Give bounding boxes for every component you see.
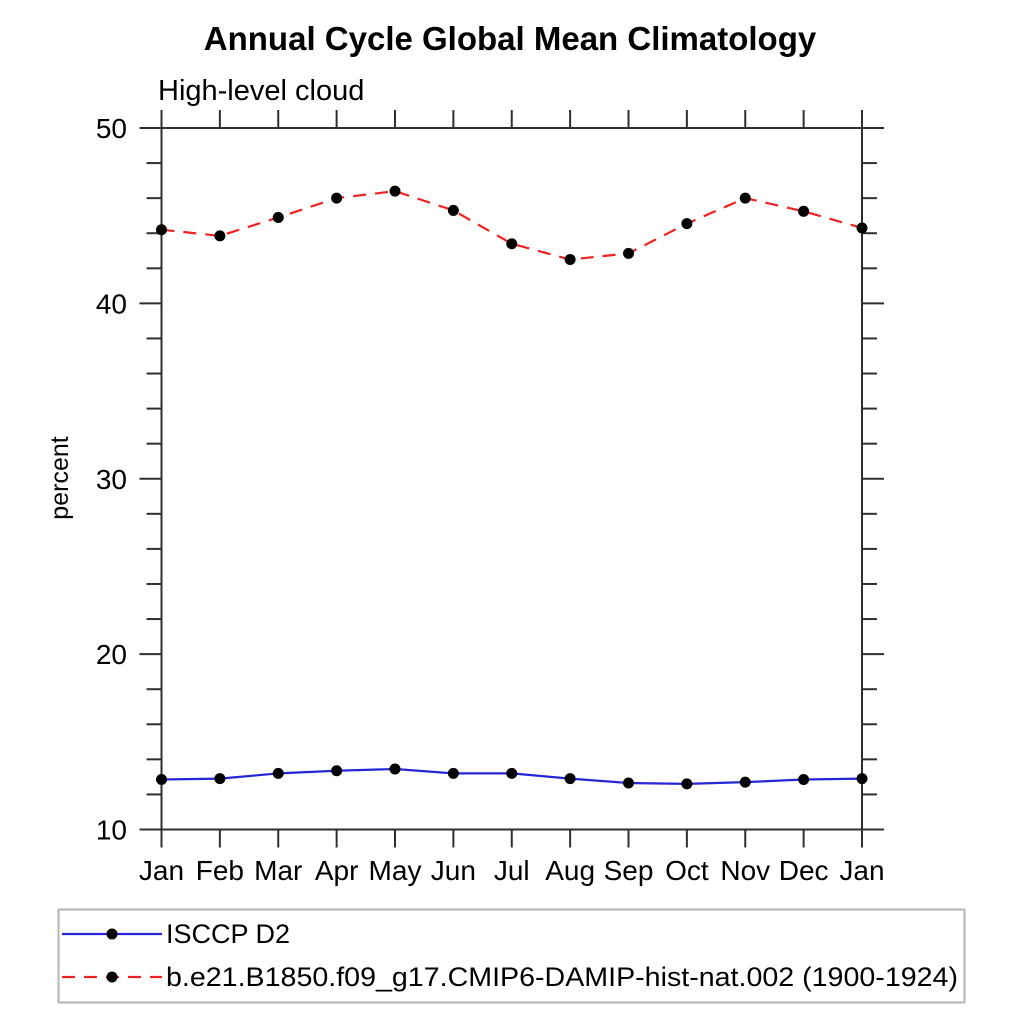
- y-tick-label: 40: [96, 288, 127, 319]
- y-tick-label: 20: [96, 639, 127, 670]
- chart-title: Annual Cycle Global Mean Climatology: [204, 20, 817, 57]
- data-point-marker: [272, 767, 284, 779]
- x-tick-label: Jun: [431, 855, 476, 886]
- y-tick-label: 10: [96, 815, 127, 846]
- data-point-marker: [506, 238, 518, 250]
- legend-label: b.e21.B1850.f09_g17.CMIP6-DAMIP-hist-nat…: [166, 962, 958, 992]
- chart-subtitle: High-level cloud: [158, 75, 364, 107]
- data-point-marker: [447, 767, 459, 779]
- data-point-marker: [798, 205, 810, 217]
- axes-frame: Jan Feb Mar Apr May Jun Jul Aug Sep Oct Nov Dec Jan 1…: [96, 110, 885, 886]
- data-point-marker: [681, 218, 693, 230]
- data-point-marker: [331, 192, 343, 204]
- y-axis-title: percent: [46, 436, 74, 519]
- x-tick-label: Oct: [665, 855, 709, 886]
- data-point-marker: [798, 774, 810, 786]
- legend-label: ISCCP D2: [166, 919, 290, 949]
- data-point-marker: [856, 222, 868, 234]
- data-point-marker: [681, 778, 693, 790]
- data-point-marker: [447, 204, 459, 216]
- data-point-marker: [389, 185, 401, 197]
- x-tick-label: Apr: [315, 855, 359, 886]
- data-point-marker: [272, 211, 284, 223]
- data-point-marker: [214, 773, 226, 785]
- data-point-marker: [214, 230, 226, 242]
- legend-marker-sample: [106, 928, 118, 940]
- data-point-marker: [564, 254, 576, 266]
- data-point-marker: [739, 192, 751, 204]
- x-tick-label: Feb: [196, 855, 244, 886]
- data-point-marker: [564, 773, 576, 785]
- x-tick-label: Mar: [254, 855, 302, 886]
- legend-box: [57, 908, 966, 1004]
- data-point-marker: [156, 774, 167, 786]
- legend: ISCCP D2 b.e21.B1850.f09_g17.CMIP6-DAMIP-…: [57, 908, 966, 1004]
- data-point-marker: [389, 763, 401, 775]
- x-tick-label: Nov: [720, 855, 770, 886]
- legend-marker-sample: [106, 971, 118, 983]
- x-tick-label: Jan: [139, 855, 184, 886]
- series-line-model: [161, 190, 863, 261]
- x-tick-label: May: [369, 855, 422, 886]
- y-tick-label: 50: [96, 113, 127, 144]
- series-layer: [156, 185, 868, 790]
- data-point-marker: [739, 776, 751, 788]
- x-tick-label: Dec: [779, 855, 829, 886]
- data-point-marker: [506, 767, 518, 779]
- y-tick-label: 30: [96, 464, 127, 495]
- x-tick-label: Jul: [494, 855, 530, 886]
- x-tick-label: Sep: [604, 855, 654, 886]
- data-point-marker: [856, 773, 868, 785]
- x-tick-label: Jan: [839, 855, 884, 886]
- data-point-marker: [623, 247, 634, 259]
- data-point-marker: [331, 765, 343, 777]
- x-tick-label: Aug: [545, 855, 595, 886]
- data-point-marker: [623, 777, 634, 789]
- data-point-marker: [156, 224, 167, 236]
